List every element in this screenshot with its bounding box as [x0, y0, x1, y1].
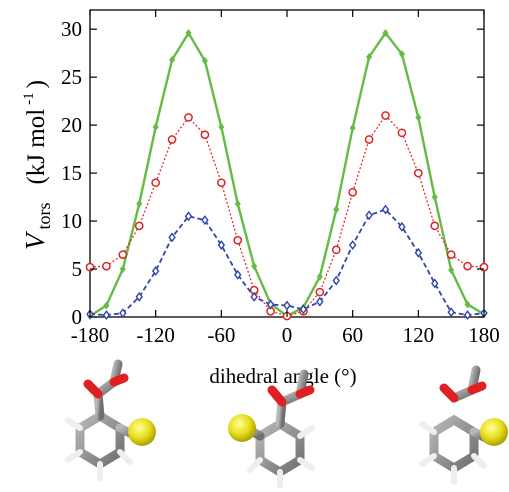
series-1-point	[348, 187, 358, 197]
series-1-point	[134, 221, 144, 231]
series-2-point	[431, 278, 439, 289]
x-tick-label: -180	[71, 323, 110, 347]
x-tick-label: 0	[282, 323, 293, 347]
series-2-point	[135, 291, 143, 302]
plot-area: -180 -120 -60 0 60 120 180 0 5 10 15 20 25 30	[61, 9, 500, 347]
series-1-point	[331, 245, 341, 255]
series-2-point	[250, 291, 258, 302]
y-tick-label: 30	[61, 17, 82, 41]
series-0-point	[169, 55, 176, 64]
series-1-point	[430, 221, 440, 231]
series-2-point	[447, 307, 455, 318]
series-0-point	[218, 123, 225, 132]
x-tick-label: 60	[342, 323, 363, 347]
y-axis-symbol: V	[20, 230, 50, 250]
series-2-point	[283, 300, 291, 311]
y-tick-label: 25	[61, 65, 82, 89]
series-0-point	[431, 193, 438, 202]
x-tick-label: 180	[468, 323, 500, 347]
series-2-point	[348, 240, 357, 251]
series-line-0	[89, 30, 485, 318]
series-0-point	[333, 205, 340, 214]
y-axis-subscript: tors	[34, 203, 54, 230]
series-2-point	[168, 232, 176, 243]
svg-text:V tors (kJ mol: V tors (kJ mol -1 )	[20, 80, 54, 250]
x-axis-title: dihedral angle (°)	[209, 364, 356, 388]
series-0-point	[201, 56, 208, 65]
series-layer	[85, 28, 489, 321]
series-1-point	[413, 168, 423, 178]
series-1-point	[167, 135, 177, 144]
series-1-point	[446, 250, 456, 259]
series-1-point	[102, 261, 111, 271]
x-tick-label: 120	[403, 323, 435, 347]
y-tick-label: 15	[61, 161, 82, 185]
series-0-point	[316, 272, 323, 281]
series-2-point	[398, 221, 406, 232]
series-1-point	[315, 287, 325, 297]
series-0-point	[448, 265, 455, 275]
series-0-point	[398, 50, 405, 59]
series-2-point	[217, 240, 226, 251]
x-tick-label: -60	[207, 323, 235, 347]
series-1-point	[200, 130, 210, 140]
series-0-point	[415, 113, 422, 122]
methyl-benzoate-thioether-center-icon	[228, 369, 315, 489]
series-0-point	[234, 199, 241, 208]
series-0-point	[464, 300, 471, 309]
series-2-point	[184, 211, 193, 222]
series-1-point	[85, 262, 95, 272]
series-0-point	[366, 52, 373, 62]
series-2-point	[151, 265, 160, 276]
y-axis-unit-exponent: -1	[21, 92, 37, 105]
series-2-point	[381, 204, 390, 215]
series-2-point	[414, 247, 423, 258]
series-2-point	[266, 299, 275, 310]
series-0-point	[349, 123, 356, 133]
series-2-point	[201, 215, 209, 226]
methyl-benzoate-thioether-right-icon	[419, 365, 508, 485]
y-axis-unit-open: (kJ mol	[23, 109, 50, 185]
y-tick-label: 5	[72, 257, 83, 281]
series-line-2	[89, 208, 485, 316]
series-1-point	[216, 178, 226, 188]
series-1-point	[364, 135, 374, 144]
series-2-point	[234, 269, 242, 280]
methyl-benzoate-thioether-left-icon	[65, 359, 156, 481]
y-tick-label: 10	[61, 209, 82, 233]
series-2-point	[102, 310, 111, 321]
series-1-point	[397, 128, 407, 138]
series-1-point	[184, 113, 193, 122]
y-axis-title: V tors (kJ mol -1 )	[20, 80, 54, 250]
ticks-layer: -180 -120 -60 0 60 120 180 0 5 10 15 20 25 30	[61, 10, 500, 347]
series-2-point	[365, 210, 373, 221]
series-2-point	[299, 304, 308, 315]
series-1-point	[479, 262, 489, 272]
series-0-point	[382, 28, 389, 38]
series-1-point	[463, 261, 472, 271]
series-1-point	[118, 250, 128, 259]
x-tick-label: -120	[136, 323, 175, 347]
series-0-point	[152, 123, 159, 132]
y-tick-label: 20	[61, 113, 82, 137]
series-1-point	[151, 178, 161, 188]
series-0-point	[136, 199, 143, 208]
series-2-point	[332, 275, 340, 286]
series-2-point	[463, 310, 472, 321]
series-0-point	[119, 264, 126, 274]
y-tick-label: 0	[72, 305, 83, 329]
series-0-point	[251, 262, 258, 271]
series-0-point	[185, 28, 192, 38]
series-0-point	[103, 301, 110, 310]
y-axis-unit-close: )	[23, 80, 50, 88]
series-1-point	[233, 235, 243, 245]
series-1-point	[381, 111, 390, 120]
series-2-point	[316, 296, 324, 307]
series-2-point	[119, 308, 127, 319]
plot-frame	[89, 9, 485, 318]
